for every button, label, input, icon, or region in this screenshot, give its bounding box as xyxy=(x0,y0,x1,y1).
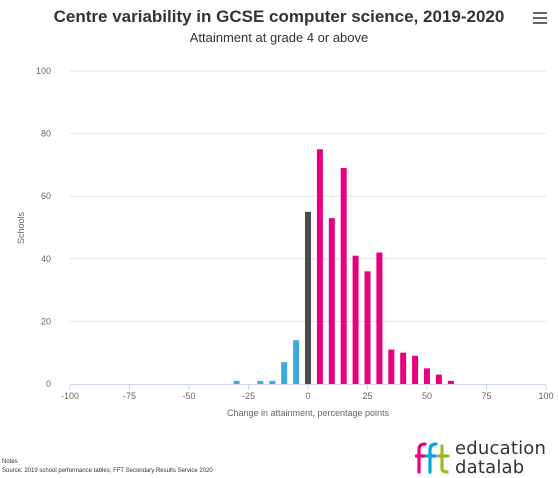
bar xyxy=(316,149,323,384)
y-tick-label: 100 xyxy=(36,66,51,76)
bar xyxy=(388,349,395,384)
x-tick-label: -75 xyxy=(123,391,136,401)
bar xyxy=(424,368,430,384)
x-tick-label: 0 xyxy=(305,391,310,401)
x-tick-label: -50 xyxy=(182,391,195,401)
x-axis-title: Change in attainment, percentage points xyxy=(227,408,390,418)
bar xyxy=(340,168,347,384)
fft-education-datalab-logo: education datalab xyxy=(415,438,558,478)
x-tick-label: 50 xyxy=(422,391,432,401)
x-tick-label: 75 xyxy=(481,391,491,401)
bar xyxy=(269,380,276,384)
y-tick-label: 20 xyxy=(41,316,51,326)
source-text: Source: 2019 school performance tables; … xyxy=(2,468,213,474)
logo-word-datalab: datalab xyxy=(455,457,525,478)
chart-subtitle: Attainment at grade 4 or above xyxy=(189,30,369,45)
bar xyxy=(305,211,311,384)
bar xyxy=(233,380,240,384)
y-axis-title: Schools xyxy=(16,211,26,244)
y-tick-label: 40 xyxy=(41,254,51,264)
bar xyxy=(400,352,407,384)
x-tick-label: 100 xyxy=(538,391,553,401)
bar xyxy=(376,252,383,384)
x-tick-label: -25 xyxy=(242,391,255,401)
x-tick-label: -100 xyxy=(61,391,79,401)
hamburger-menu-icon[interactable] xyxy=(533,12,547,24)
bar xyxy=(328,218,335,384)
y-tick-label: 60 xyxy=(41,191,51,201)
x-tick-label: 25 xyxy=(362,391,372,401)
bar xyxy=(293,340,300,384)
logo-word-education: education xyxy=(455,438,547,459)
fft-logo-mark xyxy=(415,442,450,474)
bar xyxy=(257,380,264,384)
bar xyxy=(412,355,419,384)
chart-area: 0 20 40 60 80 100 -100 -75 -50 -25 0 25 50 75 100 Chang… xyxy=(16,66,554,418)
bar xyxy=(447,380,454,384)
y-tick-label: 0 xyxy=(46,379,51,389)
bar xyxy=(435,374,442,384)
chart-title: Centre variability in GCSE computer scie… xyxy=(53,7,505,26)
bar xyxy=(364,271,371,384)
bar xyxy=(352,255,359,384)
notes-label: Notes xyxy=(2,459,18,465)
bar xyxy=(281,362,288,384)
y-tick-label: 80 xyxy=(41,129,51,139)
